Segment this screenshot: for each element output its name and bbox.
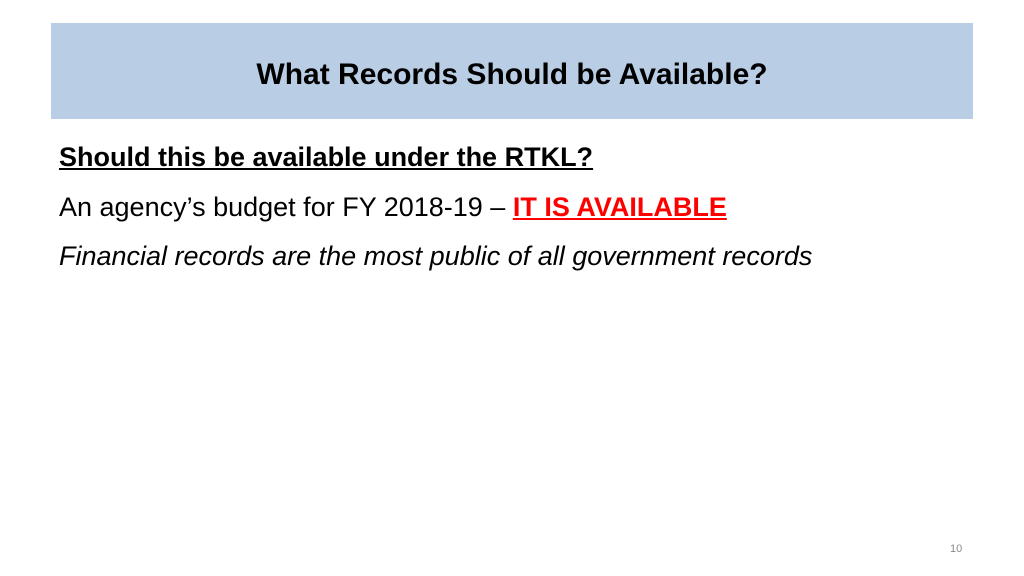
answer-text: IT IS AVAILABLE: [512, 192, 727, 222]
page-number: 10: [950, 543, 963, 555]
question-text: Should this be available under the RTKL?: [59, 142, 594, 172]
slide-title: What Records Should be Available?: [256, 58, 768, 91]
example-line: An agency’s budget for FY 2018-19 – IT I…: [59, 192, 727, 223]
example-text: An agency’s budget for FY 2018-19 –: [59, 192, 513, 222]
explanation-text: Financial records are the most public of…: [59, 241, 813, 271]
title-banner: What Records Should be Available?: [51, 23, 973, 119]
